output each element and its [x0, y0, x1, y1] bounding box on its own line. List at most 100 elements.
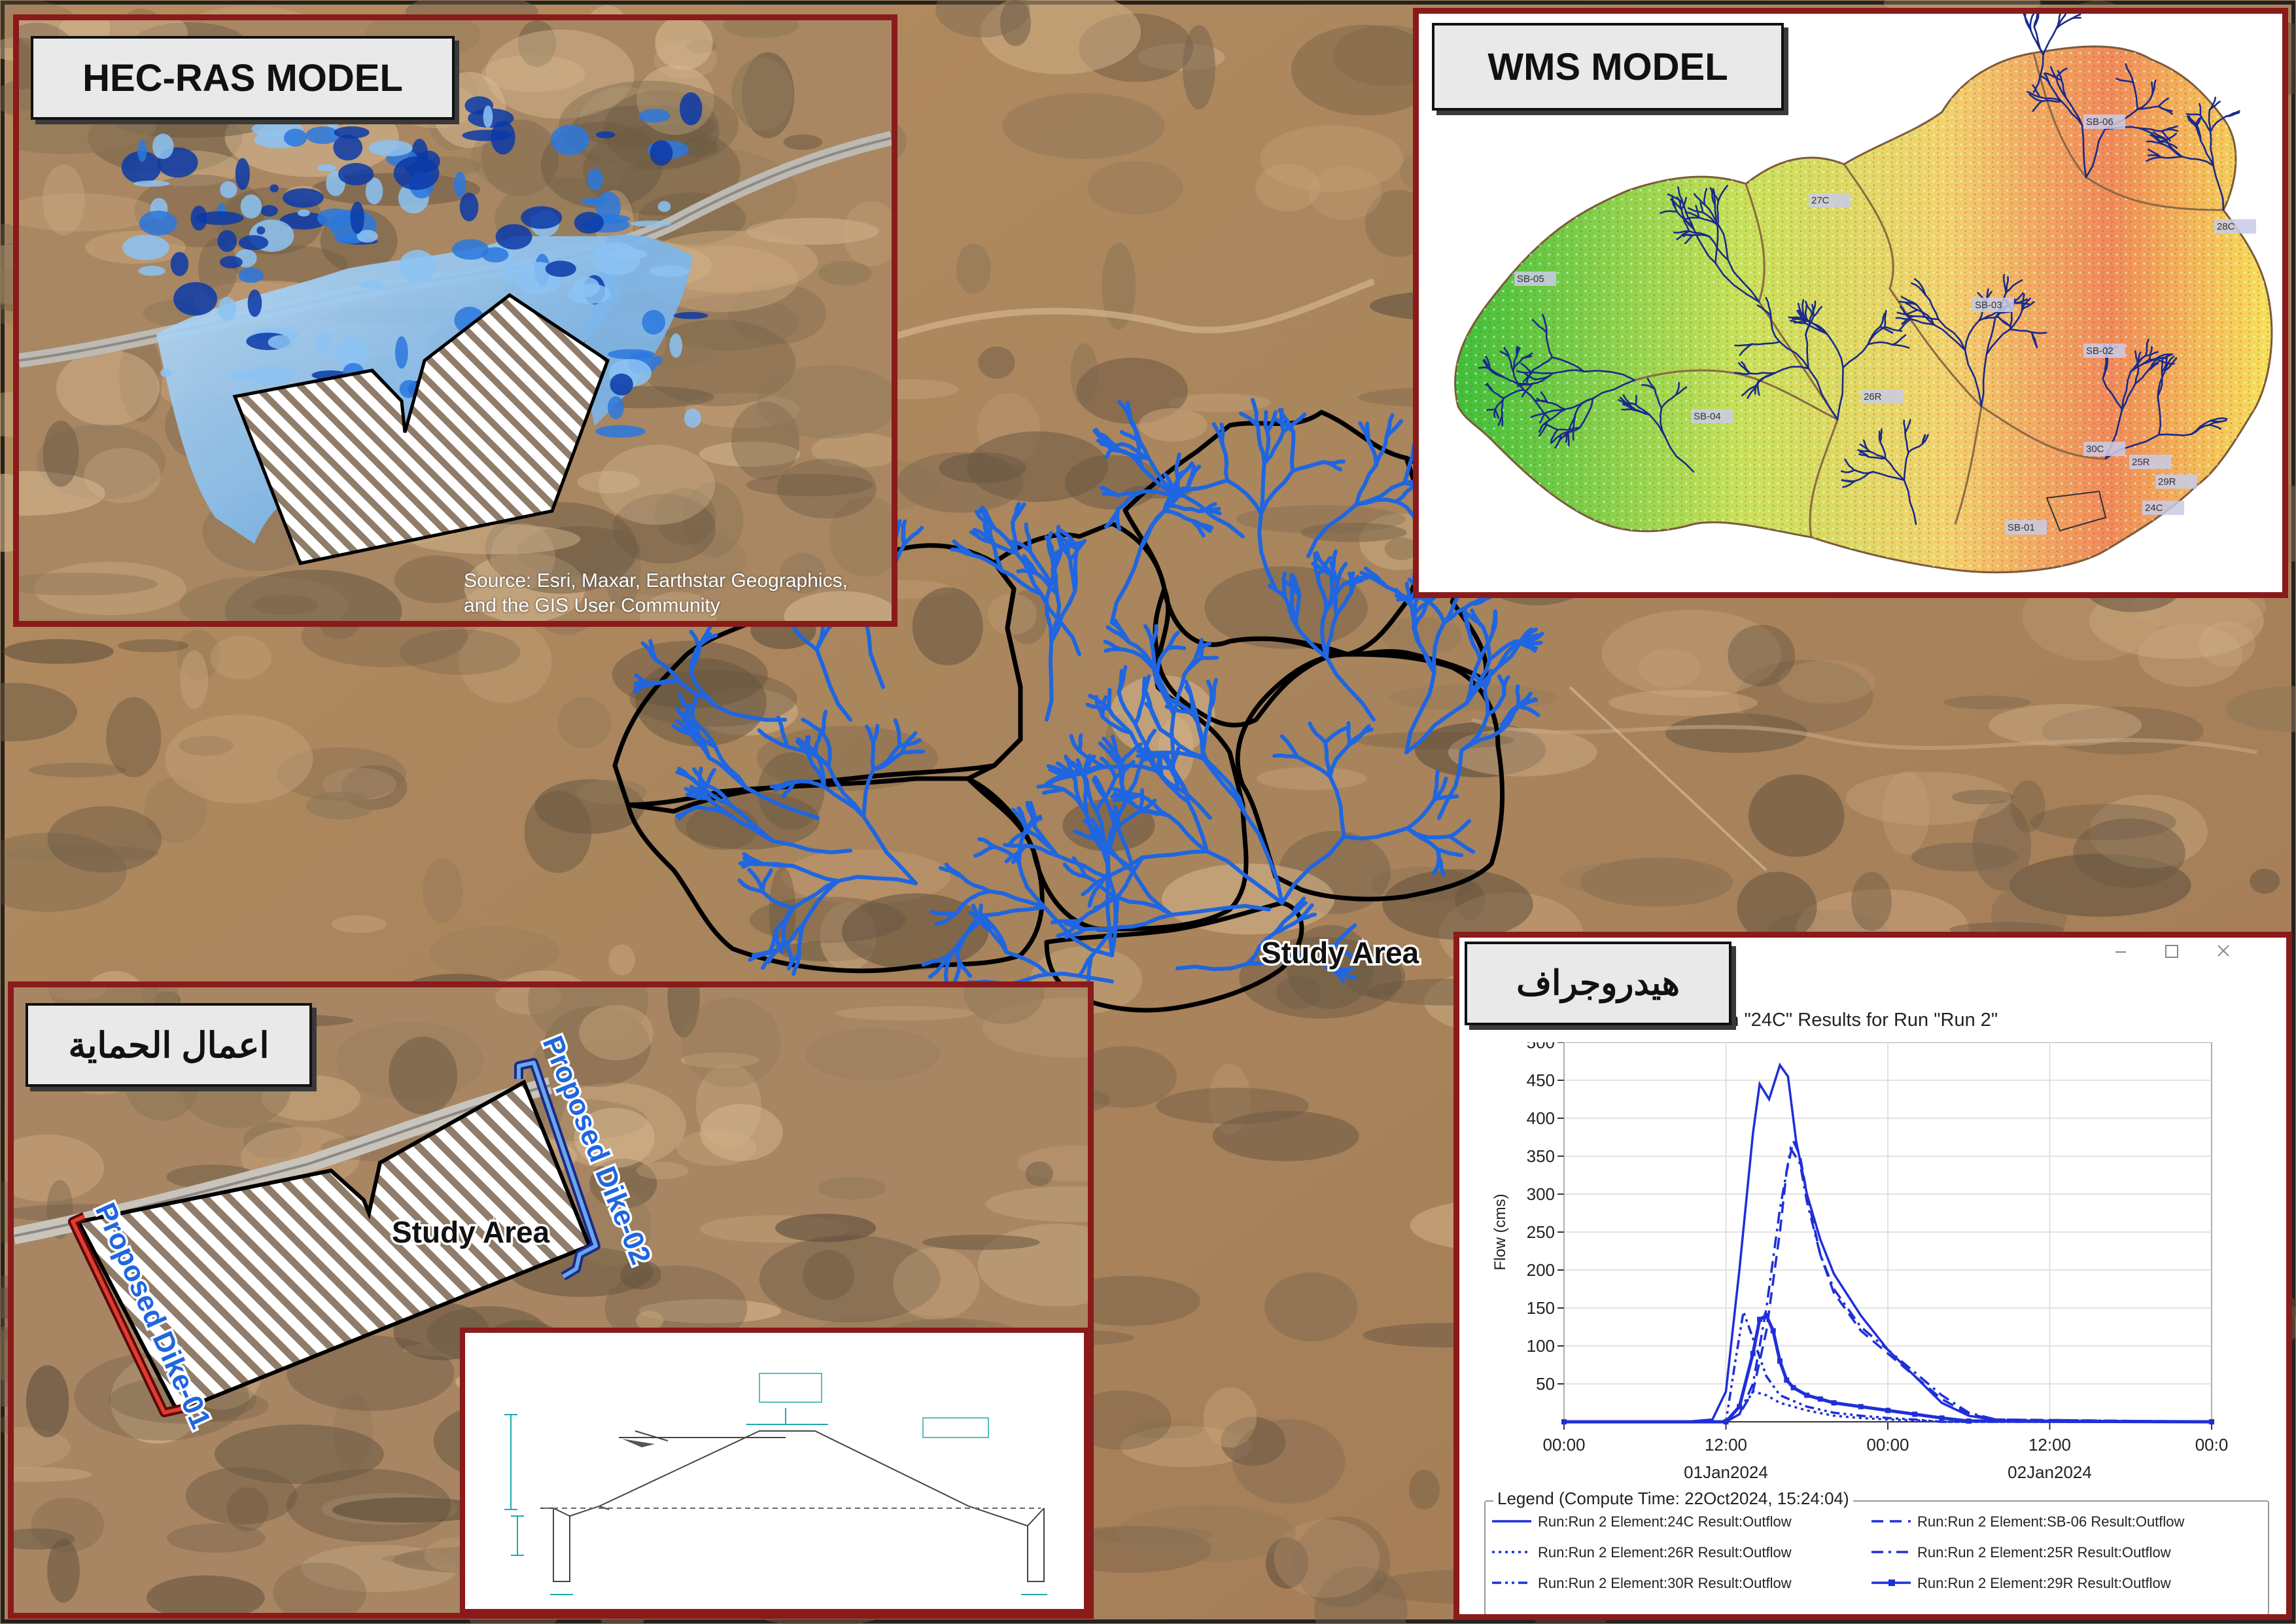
y-tick-label: 350 — [1527, 1146, 1555, 1166]
legend-entries: Run:Run 2 Element:24C Result:Outflow Run:… — [1492, 1513, 2185, 1591]
series-marker — [2209, 1419, 2214, 1424]
svg-text:SB-02: SB-02 — [2086, 345, 2113, 357]
wms-node-label: 30C — [2083, 442, 2125, 456]
wms-node-label: 25R — [2129, 455, 2171, 469]
svg-text:SB-06: SB-06 — [2086, 116, 2113, 128]
hydrograph-panel: nction "24C" Results for Run "Run 2" 🔍︎ … — [1453, 932, 2292, 1620]
series-marker — [1737, 1403, 1743, 1409]
protection-study-area-label: Study Area — [392, 1215, 550, 1249]
y-tick-label: 500 — [1527, 1042, 1555, 1052]
svg-text:27C: 27C — [1811, 195, 1830, 206]
svg-text:28C: 28C — [2217, 221, 2235, 232]
svg-text:30C: 30C — [2086, 444, 2104, 455]
y-tick-label: 450 — [1527, 1070, 1555, 1090]
legend-label: Run:Run 2 Element:SB-06 Result:Outflow — [1917, 1513, 2185, 1530]
hecras-study-area-polygon — [232, 292, 610, 565]
series-marker — [1723, 1419, 1729, 1424]
wms-node-label: SB-02 — [2083, 344, 2125, 358]
series-marker — [1912, 1411, 1918, 1417]
x-tick-label: 12:00 — [2028, 1435, 2071, 1455]
protection-works-panel: Proposed Dike-02 Proposed Dike-01 Study … — [8, 981, 1094, 1619]
series-marker — [1757, 1316, 1763, 1322]
svg-text:SB-05: SB-05 — [1517, 274, 1544, 285]
svg-text:29R: 29R — [2158, 476, 2176, 487]
wms-node-label: 27C — [1809, 193, 1851, 207]
wms-stream-network — [1478, 14, 2240, 525]
subbasin-center — [965, 521, 1249, 932]
y-tick-label: 100 — [1527, 1336, 1555, 1356]
wms-node-label: 29R — [2155, 474, 2197, 489]
wms-title: WMS MODEL — [1432, 23, 1784, 111]
hydrograph-header: nction "24C" Results for Run "Run 2" — [1688, 1010, 1998, 1031]
dike-cross-section-inset[interactable] — [460, 1328, 1088, 1613]
series-marker — [1770, 1328, 1776, 1333]
legend-label: Run:Run 2 Element:26R Result:Outflow — [1538, 1544, 1792, 1561]
study-area-map-label: Study Area — [1261, 936, 1419, 970]
source-line-2: and the GIS User Community — [464, 595, 720, 616]
legend-label: Run:Run 2 Element:30R Result:Outflow — [1538, 1575, 1792, 1591]
series-marker — [1966, 1418, 1972, 1424]
series-marker — [1750, 1350, 1756, 1356]
y-tick-label: 250 — [1527, 1222, 1555, 1242]
hecras-title: HEC-RAS MODEL — [31, 36, 455, 120]
svg-text:24C: 24C — [2145, 503, 2163, 514]
series-marker — [1764, 1313, 1769, 1318]
hecras-flood-depth — [121, 84, 708, 439]
hecras-source-attribution: Source: Esri, Maxar, Earthstar Geographi… — [464, 569, 848, 618]
hecras-model-panel: HEC-RAS MODEL Source: Esri, Maxar, Earth… — [13, 14, 897, 627]
y-tick-label: 150 — [1527, 1298, 1555, 1318]
y-tick-label: 50 — [1536, 1374, 1555, 1394]
svg-text:SB-01: SB-01 — [2008, 522, 2035, 533]
protection-study-area-polygon — [77, 1079, 592, 1414]
subbasin-east — [1235, 652, 1505, 902]
cross-section-drawing — [465, 1333, 1084, 1609]
series-line — [1564, 1145, 2212, 1423]
svg-text:26R: 26R — [1864, 391, 1882, 402]
svg-text:25R: 25R — [2132, 457, 2150, 468]
wms-node-label: SB-04 — [1691, 409, 1733, 423]
series-marker — [1561, 1419, 1567, 1424]
svg-text:SB-03: SB-03 — [1975, 300, 2002, 311]
legend-title: Legend (Compute Time: 22Oct2024, 15:24:0… — [1493, 1489, 1853, 1509]
series-line — [1564, 1062, 2212, 1423]
legend-label: Run:Run 2 Element:25R Result:Outflow — [1917, 1544, 2171, 1561]
wms-model-panel: 27C 28C 29R 30C 25R 24C 26R SB-06 SB-05 SB-04 SB-0… — [1413, 8, 2288, 598]
series-marker — [1790, 1385, 1796, 1390]
legend-label: Run:Run 2 Element:24C Result:Outflow — [1538, 1513, 1792, 1530]
legend-marker — [1888, 1580, 1895, 1586]
hydrograph-title: هيدروجراف — [1465, 942, 1731, 1025]
y-tick-label: 200 — [1527, 1260, 1555, 1280]
date-label: 01Jan2024 — [1684, 1462, 1768, 1482]
series-marker — [1804, 1392, 1810, 1398]
series-marker — [1858, 1403, 1864, 1409]
wms-node-label: SB-06 — [2083, 115, 2125, 129]
x-tick-label: 12:00 — [1705, 1435, 1747, 1455]
wms-node-label: 26R — [1861, 389, 1903, 404]
wms-node-label: SB-05 — [1514, 272, 1556, 286]
x-tick-label: 00:00 — [1542, 1435, 1585, 1455]
y-tick-label: 300 — [1527, 1184, 1555, 1204]
hydrograph-legend: Legend (Compute Time: 22Oct2024, 15:24:0… — [1484, 1489, 2269, 1614]
x-tick-label: 00:00 — [1866, 1435, 1909, 1455]
series-marker — [1817, 1396, 1823, 1402]
source-line-1: Source: Esri, Maxar, Earthstar Geographi… — [464, 570, 848, 591]
maximize-icon — [2165, 945, 2178, 958]
series-line — [1564, 1307, 2212, 1423]
hydrograph-chart[interactable]: 50 100 150 200 250 300 350 400 450 500 00:00 12:00 0… — [1459, 1042, 2286, 1494]
series-marker — [1831, 1400, 1837, 1405]
series-marker — [1784, 1377, 1790, 1383]
series-marker — [1777, 1358, 1783, 1364]
wms-node-labels: 27C 28C 29R 30C 25R 24C 26R SB-06 SB-05 SB-04 SB-0… — [1514, 115, 2256, 535]
y-axis-label: Flow (cms) — [1491, 1193, 1509, 1270]
protection-title: اعمال الحماية — [26, 1003, 312, 1087]
legend-label: Run:Run 2 Element:29R Result:Outflow — [1917, 1575, 2171, 1591]
wms-node-label: SB-03 — [1972, 298, 2014, 312]
series-marker — [1885, 1407, 1890, 1413]
y-tick-label: 400 — [1527, 1108, 1555, 1128]
drainage-network — [633, 398, 1544, 1002]
wms-node-label: SB-01 — [2005, 520, 2047, 535]
close-icon — [2218, 945, 2229, 957]
x-tick-label: 00:0 — [2195, 1435, 2229, 1455]
wms-node-label: 28C — [2214, 219, 2256, 234]
